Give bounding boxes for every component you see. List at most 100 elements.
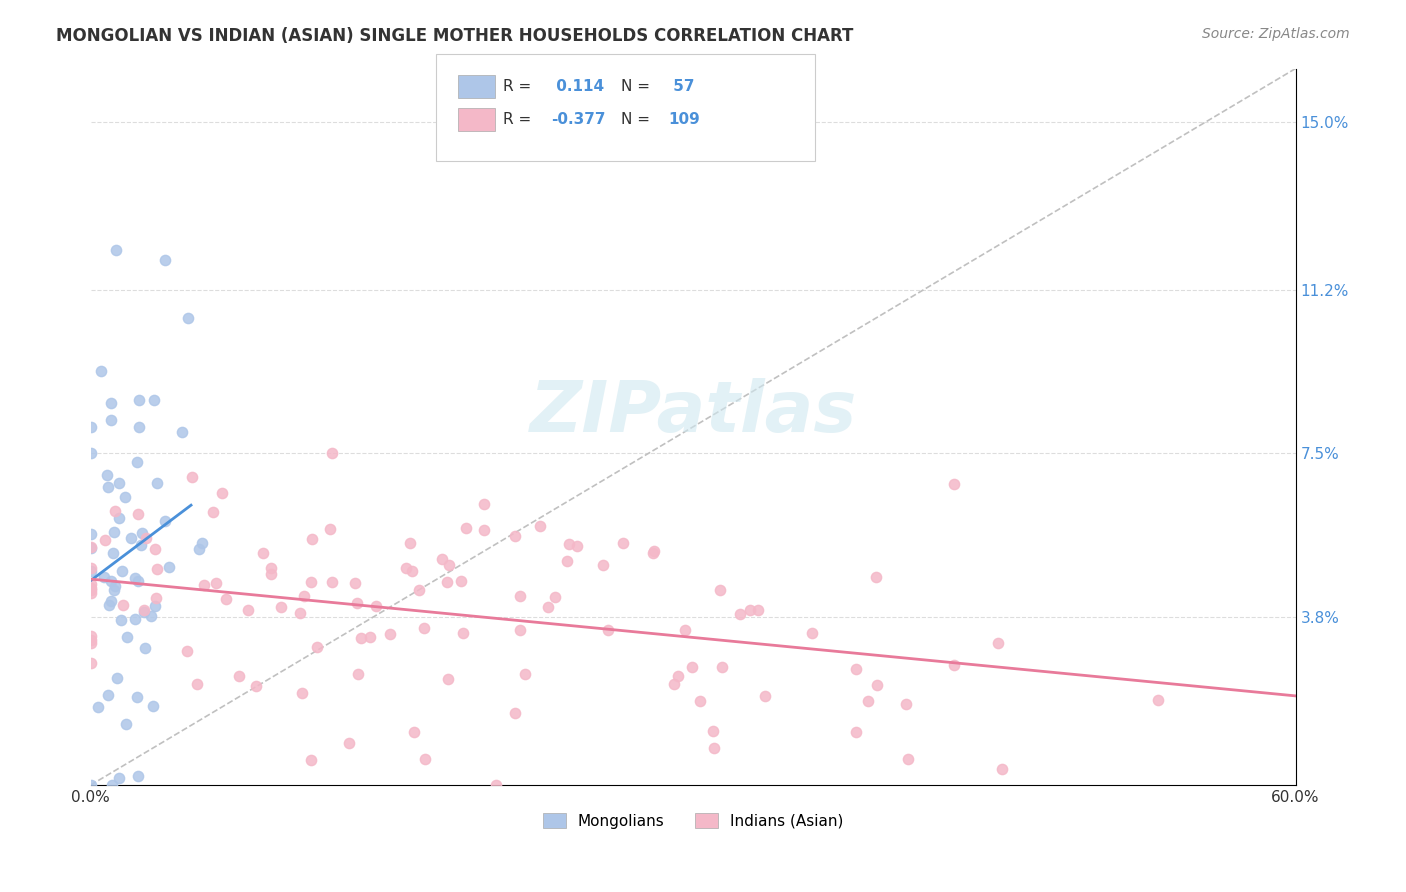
Point bbox=[103, 546, 125, 560]
Point bbox=[128, 393, 150, 408]
Point bbox=[87, 700, 110, 714]
Point bbox=[485, 778, 508, 792]
Point bbox=[305, 640, 328, 654]
Point bbox=[292, 589, 315, 603]
Text: 0.114: 0.114 bbox=[551, 79, 605, 94]
Point bbox=[987, 636, 1010, 650]
Point bbox=[93, 570, 115, 584]
Point bbox=[79, 656, 101, 670]
Point bbox=[110, 565, 132, 579]
Point bbox=[299, 753, 322, 767]
Point bbox=[291, 686, 314, 700]
Point bbox=[112, 599, 135, 613]
Point bbox=[260, 566, 283, 581]
Point bbox=[103, 524, 125, 539]
Point bbox=[146, 475, 169, 490]
Point bbox=[79, 420, 101, 434]
Point bbox=[228, 669, 250, 683]
Point bbox=[643, 544, 665, 558]
Point bbox=[380, 627, 402, 641]
Text: R =: R = bbox=[503, 112, 537, 127]
Point bbox=[666, 669, 689, 683]
Point bbox=[238, 603, 260, 617]
Point bbox=[245, 679, 267, 693]
Point bbox=[991, 762, 1014, 776]
Point bbox=[453, 626, 475, 640]
Point bbox=[343, 576, 366, 591]
Point bbox=[703, 741, 725, 756]
Point bbox=[100, 412, 122, 426]
Point bbox=[79, 581, 101, 595]
Point bbox=[186, 677, 208, 691]
Legend: Mongolians, Indians (Asian): Mongolians, Indians (Asian) bbox=[537, 806, 849, 835]
Point bbox=[79, 576, 101, 591]
Point bbox=[190, 536, 212, 550]
Text: R =: R = bbox=[503, 79, 537, 94]
Point bbox=[673, 623, 696, 637]
Point bbox=[170, 425, 193, 439]
Point bbox=[301, 532, 323, 546]
Point bbox=[260, 561, 283, 575]
Point bbox=[856, 694, 879, 708]
Point bbox=[98, 599, 121, 613]
Point bbox=[503, 706, 526, 720]
Point bbox=[702, 724, 724, 739]
Point bbox=[299, 574, 322, 589]
Point bbox=[104, 244, 127, 258]
Point bbox=[79, 582, 101, 597]
Point bbox=[592, 558, 614, 572]
Point bbox=[129, 538, 152, 552]
Point bbox=[408, 583, 430, 598]
Point bbox=[79, 778, 101, 792]
Point bbox=[143, 599, 166, 614]
Point bbox=[711, 660, 734, 674]
Point bbox=[204, 575, 226, 590]
Point bbox=[943, 658, 966, 673]
Point bbox=[413, 621, 436, 635]
Point bbox=[399, 536, 422, 550]
Point bbox=[437, 558, 460, 572]
Point bbox=[115, 630, 138, 644]
Point bbox=[132, 603, 155, 617]
Point bbox=[128, 420, 150, 434]
Point bbox=[79, 527, 101, 541]
Point bbox=[104, 579, 127, 593]
Point bbox=[728, 607, 751, 621]
Point bbox=[134, 640, 156, 655]
Point bbox=[612, 535, 634, 549]
Point bbox=[157, 559, 180, 574]
Point bbox=[413, 752, 436, 766]
Point bbox=[555, 554, 578, 568]
Point bbox=[143, 392, 166, 407]
Point bbox=[432, 552, 454, 566]
Point bbox=[124, 612, 146, 626]
Point bbox=[401, 564, 423, 578]
Point bbox=[681, 659, 703, 673]
Point bbox=[214, 591, 236, 606]
Point bbox=[321, 446, 343, 460]
Text: ZIPatlas: ZIPatlas bbox=[530, 378, 856, 447]
Point bbox=[866, 678, 889, 692]
Point bbox=[943, 477, 966, 491]
Point bbox=[472, 497, 495, 511]
Point bbox=[79, 564, 101, 578]
Point bbox=[598, 623, 620, 637]
Point bbox=[79, 446, 101, 460]
Point bbox=[143, 542, 166, 557]
Text: 109: 109 bbox=[668, 112, 700, 127]
Point bbox=[177, 311, 200, 326]
Point bbox=[201, 505, 224, 519]
Point bbox=[505, 529, 527, 543]
Point bbox=[709, 583, 731, 598]
Text: N =: N = bbox=[621, 112, 655, 127]
Point bbox=[139, 609, 162, 624]
Point bbox=[79, 586, 101, 600]
Point bbox=[288, 606, 311, 620]
Point bbox=[142, 698, 165, 713]
Point bbox=[180, 470, 202, 484]
Point bbox=[472, 524, 495, 538]
Point bbox=[557, 537, 579, 551]
Point bbox=[120, 531, 142, 545]
Point bbox=[509, 623, 531, 637]
Point bbox=[79, 560, 101, 574]
